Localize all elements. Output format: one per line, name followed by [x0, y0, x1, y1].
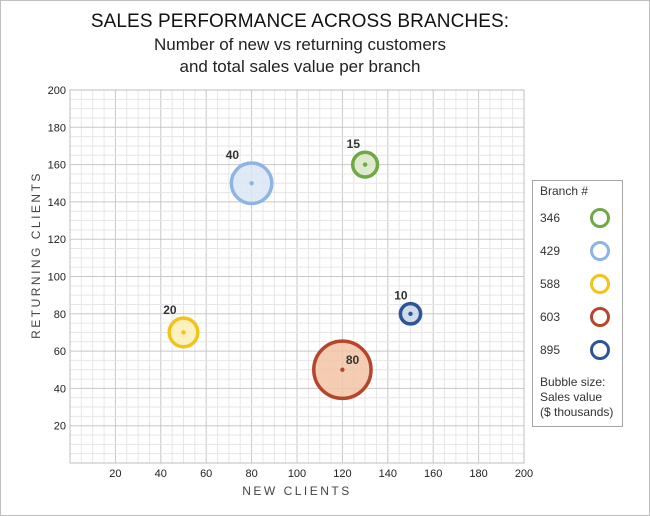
y-tick-label: 80 [54, 309, 66, 321]
y-axis-ticks: 20 40 60 80 100 120 140 160 180 200 [48, 85, 66, 433]
x-tick-label: 100 [288, 468, 306, 480]
legend-note-line: ($ thousands) [540, 405, 614, 419]
chart-title: SALES PERFORMANCE ACROSS BRANCHES: [90, 11, 510, 32]
y-tick-label: 60 [54, 346, 66, 358]
y-tick-label: 180 [48, 122, 66, 134]
bubble-size-label: 10 [394, 289, 408, 303]
legend-label: 588 [540, 277, 561, 291]
legend-item-895: 895 [533, 340, 624, 362]
chart-title-block: SALES PERFORMANCE ACROSS BRANCHES: Numbe… [0, 10, 600, 78]
bubble-center-dot [340, 367, 345, 372]
legend-title: Branch # [540, 184, 589, 198]
legend-label: 429 [540, 244, 561, 258]
bubble-center-dot [362, 162, 368, 167]
y-tick-label: 200 [48, 85, 66, 97]
bubble-size-label: 80 [346, 353, 360, 367]
legend-note-line: Bubble size: [540, 375, 606, 389]
legend-item-603: 603 [533, 307, 624, 329]
legend: Branch # 346 429 588 603 895 Bubble size… [532, 180, 623, 427]
legend-item-588: 588 [533, 274, 624, 296]
x-tick-label: 120 [333, 468, 351, 480]
y-tick-label: 20 [54, 421, 66, 433]
y-axis-label: RETURNING CLIENTS [29, 171, 43, 339]
bubbles: 80 40 20 15 10 [163, 137, 423, 401]
bubble-size-label: 40 [226, 148, 240, 162]
bubble-size-label: 15 [347, 137, 361, 151]
x-tick-label: 200 [515, 468, 533, 480]
legend-swatch-circle [590, 208, 610, 228]
plot-area-border [69, 89, 525, 464]
y-tick-label: 120 [48, 234, 66, 246]
legend-item-429: 429 [533, 241, 624, 263]
grid [69, 89, 525, 464]
x-tick-label: 80 [245, 468, 257, 480]
legend-label: 346 [540, 211, 561, 225]
legend-swatch-circle [590, 241, 610, 261]
x-tick-label: 160 [424, 468, 442, 480]
bubble-center-dot [181, 330, 186, 335]
x-tick-label: 140 [379, 468, 397, 480]
legend-note: Bubble size: Sales value ($ thousands) [540, 375, 624, 420]
x-axis-ticks: 20 40 60 80 100 120 140 160 180 200 [109, 468, 533, 480]
bubble-center-dot [249, 181, 254, 186]
legend-label: 603 [540, 310, 561, 324]
y-tick-label: 160 [48, 160, 66, 172]
legend-swatch-circle [590, 307, 610, 327]
y-tick-label: 100 [48, 272, 66, 284]
x-tick-label: 180 [469, 468, 487, 480]
bubble-size-label: 20 [163, 303, 177, 317]
chart-subtitle-line-1: Number of new vs returning customers [154, 35, 446, 54]
legend-swatch-circle [590, 274, 610, 294]
legend-item-346: 346 [533, 208, 624, 230]
chart-subtitle-line-2: and total sales value per branch [179, 57, 421, 76]
legend-note-line: Sales value [540, 390, 603, 404]
y-tick-label: 40 [54, 383, 66, 395]
x-tick-label: 20 [109, 468, 121, 480]
y-tick-label: 140 [48, 197, 66, 209]
legend-label: 895 [540, 343, 561, 357]
bubble-center-dot [408, 311, 413, 316]
x-tick-label: 40 [155, 468, 167, 480]
x-tick-label: 60 [200, 468, 212, 480]
legend-swatch-circle [590, 340, 610, 360]
x-axis-label: NEW CLIENTS [242, 484, 352, 498]
